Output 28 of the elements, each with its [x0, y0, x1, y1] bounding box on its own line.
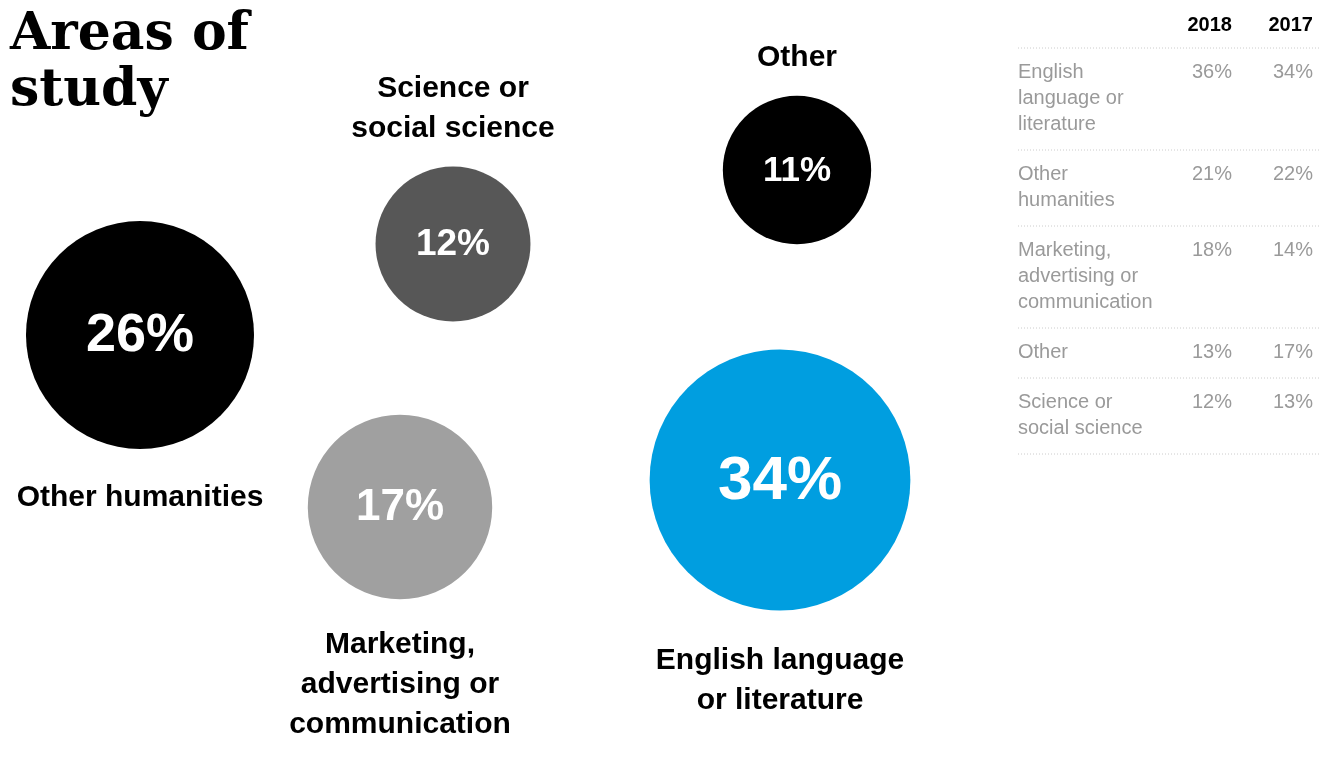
category-label: Marketing, advertising or communication [289, 626, 511, 740]
category-label: Other humanities [16, 478, 264, 512]
category-label: Science or social science [351, 69, 555, 143]
data-label: 18% [1191, 238, 1233, 260]
data-label: 26% [85, 302, 195, 362]
data-label: 13% [1272, 390, 1314, 412]
data-label: 22% [1272, 162, 1314, 184]
category-label: Science or social science [1018, 390, 1143, 438]
data-label: 12% [1191, 390, 1233, 412]
category-label: English language or literature [1018, 60, 1124, 134]
data-label: 13% [1191, 340, 1233, 362]
data-label: 11% [762, 149, 832, 188]
category-label: Other [1018, 340, 1069, 362]
category-label: Marketing, advertising or communication [1018, 238, 1153, 312]
text: 2017 [1268, 13, 1313, 35]
category-label: English language or literature [655, 642, 905, 716]
data-label: 17% [1272, 340, 1314, 362]
data-label: 34% [717, 443, 843, 512]
data-label: 34% [1272, 60, 1314, 82]
text: Areas of study [9, 0, 253, 117]
series-label: 2018 [1187, 13, 1232, 35]
data-label: 12% [415, 222, 491, 263]
data-label: 14% [1272, 238, 1314, 260]
category-label: Other humanities [1018, 162, 1115, 210]
data-label: 21% [1191, 162, 1233, 184]
category-label: Other [756, 39, 838, 73]
data-label: 17% [355, 480, 445, 529]
data-label: 36% [1191, 60, 1233, 82]
